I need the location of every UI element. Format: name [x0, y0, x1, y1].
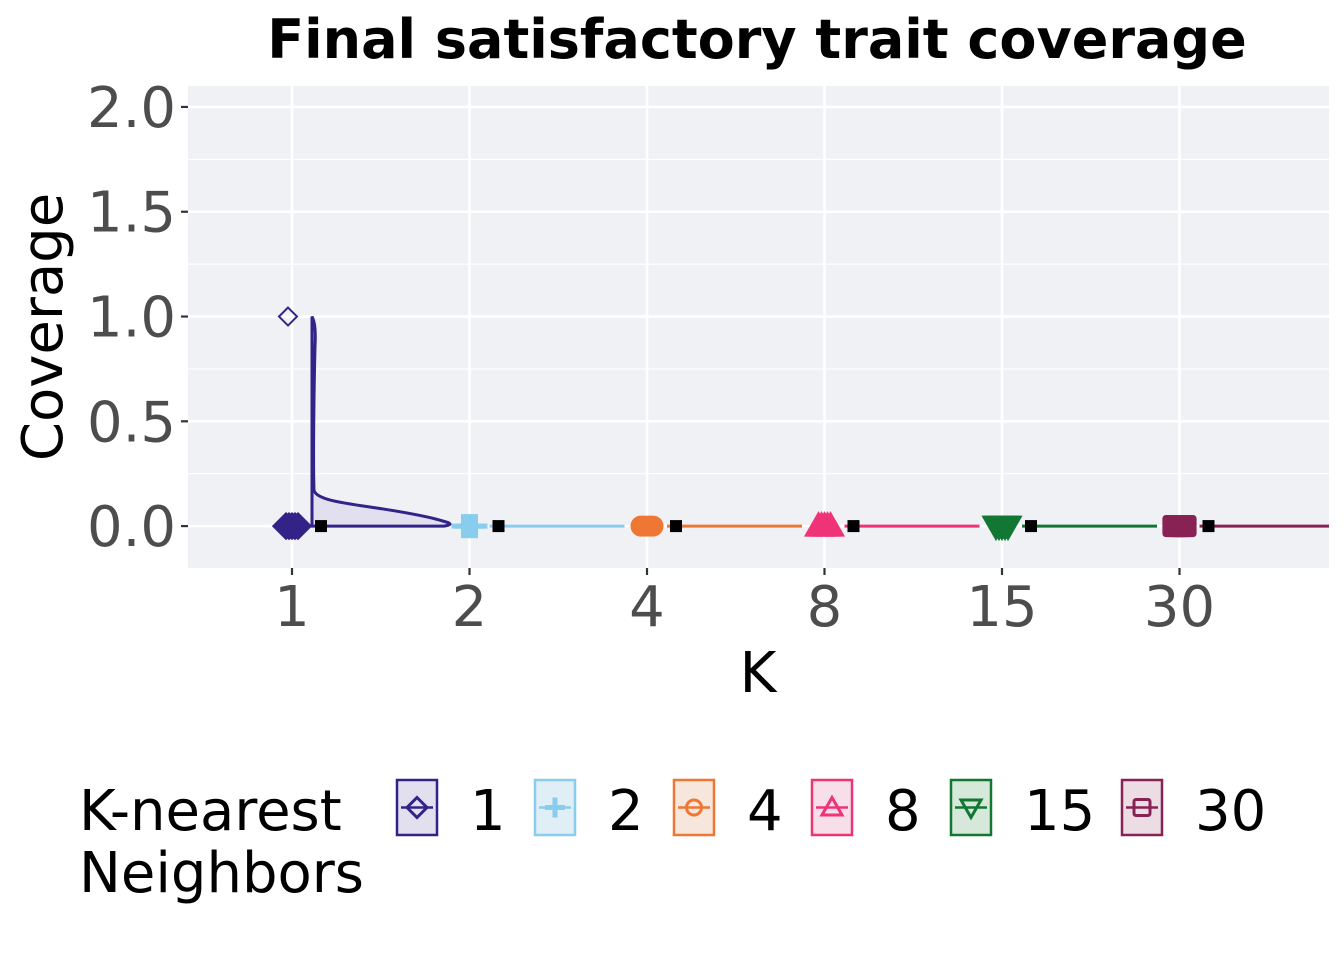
- data-point: [642, 515, 664, 537]
- grid: [188, 86, 1329, 568]
- legend-label: 30: [1195, 779, 1266, 844]
- x-tick-label: 8: [807, 575, 843, 640]
- mean-point: [847, 520, 860, 533]
- y-tick-label: 1.5: [87, 181, 176, 246]
- y-axis: 0.0 0.5 1.0 1.5 2.0: [87, 76, 188, 560]
- series-4: [630, 515, 802, 537]
- x-tick-label: 4: [629, 575, 665, 640]
- legend-label: 2: [608, 779, 644, 844]
- square-shape: [1174, 514, 1197, 538]
- legend-label: 4: [747, 779, 783, 844]
- x-tick-label: 2: [452, 575, 488, 640]
- x-tick-label: 30: [1144, 575, 1215, 640]
- legend-title: K-nearest Neighbors: [79, 779, 364, 906]
- series-8: [803, 511, 980, 537]
- legend-item-2: 2: [533, 778, 644, 844]
- legend-key-marker: [1132, 798, 1152, 817]
- chart-title: Final satisfactory trait coverage: [267, 8, 1246, 71]
- data-point: [463, 514, 488, 539]
- legend-key-marker: [958, 798, 984, 821]
- legend-item-1: 1: [395, 778, 506, 844]
- triangle-down-shape: [958, 798, 984, 821]
- y-tick-label: 0.0: [87, 495, 176, 560]
- legend-key-marker: [685, 798, 703, 817]
- x-tick-label: 15: [966, 575, 1037, 640]
- plus-shape: [545, 797, 565, 818]
- y-tick-label: 2.0: [87, 76, 176, 141]
- legend-label: 1: [470, 779, 506, 844]
- data-point: [815, 511, 846, 537]
- legend-key-marker: [545, 797, 565, 818]
- legend-title-line: K-nearest: [79, 779, 342, 844]
- legend-label: 8: [885, 779, 921, 844]
- mean-point: [670, 520, 682, 533]
- mean-point: [492, 520, 505, 533]
- plus-shape: [463, 514, 488, 539]
- plot-panel: [188, 86, 1329, 568]
- legend-item-30: 30: [1120, 778, 1266, 844]
- series-30: [1162, 514, 1329, 538]
- x-tick-label: 1: [274, 575, 310, 640]
- legend-item-15: 15: [949, 778, 1095, 844]
- mean-point: [315, 520, 327, 533]
- legend-label: 15: [1024, 779, 1095, 844]
- data-point: [1174, 514, 1197, 538]
- data-point: [283, 511, 313, 541]
- outlier-point: [277, 306, 299, 327]
- triangle-shape: [815, 511, 846, 537]
- half-violin: [310, 315, 452, 528]
- diamond-shape: [283, 511, 313, 541]
- legend-item-8: 8: [810, 778, 921, 844]
- series-1: [271, 306, 452, 541]
- diamond-shape: [404, 795, 430, 820]
- y-tick-label: 0.5: [87, 390, 176, 455]
- diamond-shape: [277, 306, 299, 327]
- y-tick-label: 1.0: [87, 286, 176, 351]
- mean-point: [1202, 520, 1215, 533]
- circle-shape: [642, 515, 664, 537]
- circle-shape: [685, 798, 703, 817]
- x-axis: 1 2 4 8 15 30: [274, 568, 1215, 640]
- legend-item-4: 4: [672, 778, 783, 844]
- series-2: [451, 514, 625, 539]
- data-point: [993, 515, 1023, 542]
- legend: K-nearest Neighbors 1 2 4 8 15 30: [79, 778, 1266, 906]
- legend-key-marker: [819, 794, 845, 817]
- triangle-down-shape: [993, 515, 1023, 542]
- y-axis-title: Coverage: [11, 193, 76, 461]
- square-shape: [1132, 798, 1152, 817]
- mean-point: [1025, 520, 1037, 533]
- x-axis-title: K: [740, 641, 778, 706]
- series-15: [981, 515, 1157, 542]
- legend-title-line: Neighbors: [79, 841, 364, 906]
- legend-key-marker: [404, 795, 430, 820]
- chart-marks: [271, 306, 1329, 542]
- triangle-shape: [819, 794, 845, 817]
